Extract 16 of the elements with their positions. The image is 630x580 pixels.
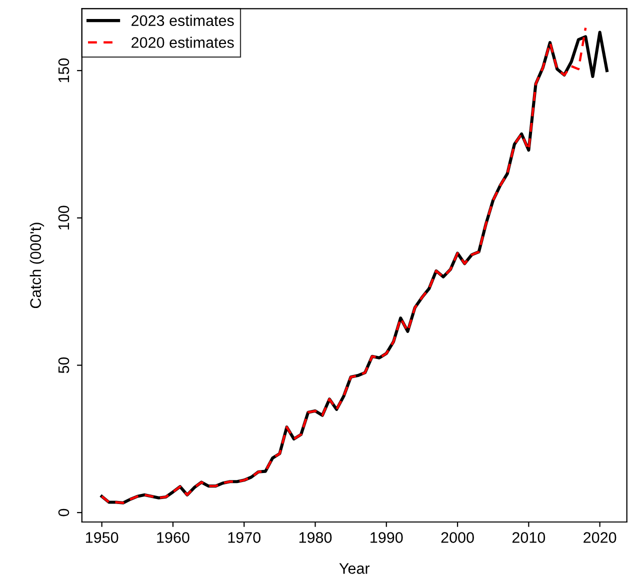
x-tick-label: 1990 <box>370 532 403 543</box>
x-tick-label: 1980 <box>299 532 332 543</box>
x-tick-label: 2000 <box>441 532 474 543</box>
x-axis-title: Year <box>339 563 370 574</box>
x-tick-label: 1950 <box>86 532 118 543</box>
x-tick-label: 1960 <box>157 532 190 543</box>
y-tick-label: 50 <box>58 357 70 374</box>
x-tick-label: 1970 <box>228 532 260 543</box>
y-tick-label: 150 <box>58 58 70 82</box>
y-tick-label: 0 <box>58 508 70 516</box>
y-axis-title: Catch (000't) <box>30 222 44 308</box>
x-tick-label: 2010 <box>512 532 546 543</box>
legend-label: 2020 estimates <box>132 36 234 48</box>
y-tick-label: 100 <box>58 206 70 230</box>
x-tick-label: 2020 <box>584 532 616 543</box>
legend-label: 2023 estimates <box>132 14 234 26</box>
